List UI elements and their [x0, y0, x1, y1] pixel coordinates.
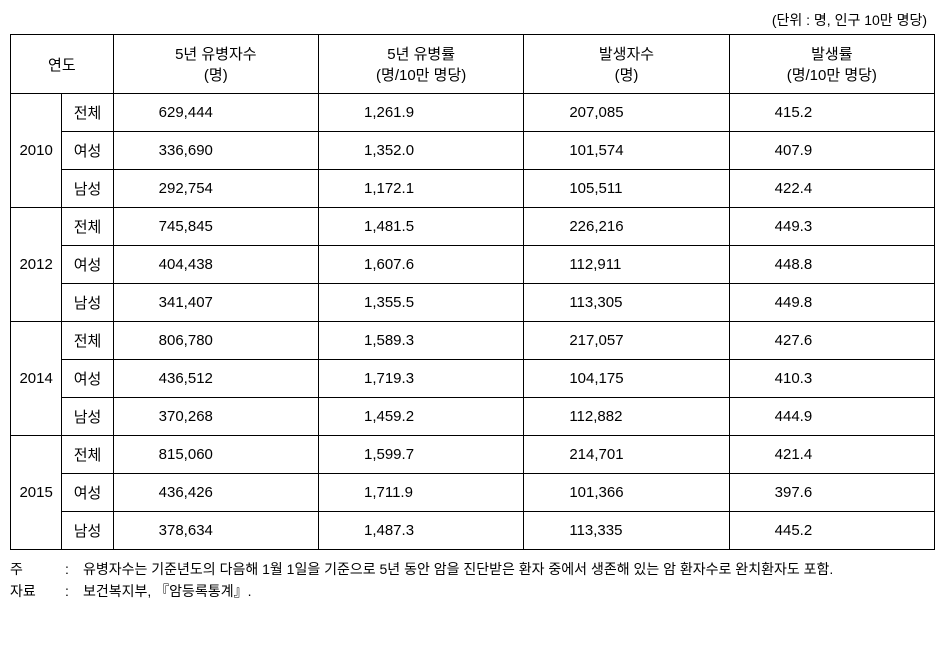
footnote-source-label: 자료 [10, 580, 65, 602]
data-cell: 1,711.9 [318, 474, 523, 512]
data-cell: 214,701 [524, 436, 729, 474]
header-col2: 5년 유병률(명/10만 명당) [318, 35, 523, 94]
data-cell: 415.2 [729, 94, 934, 132]
data-cell: 449.3 [729, 208, 934, 246]
data-cell: 101,366 [524, 474, 729, 512]
data-cell: 101,574 [524, 132, 729, 170]
footnote-source-text: 보건복지부, 『암등록통계』. [83, 580, 935, 602]
data-cell: 449.8 [729, 284, 934, 322]
data-cell: 1,487.3 [318, 512, 523, 550]
data-cell: 815,060 [113, 436, 318, 474]
header-col4: 발생률(명/10만 명당) [729, 35, 934, 94]
category-cell: 전체 [62, 94, 113, 132]
data-cell: 207,085 [524, 94, 729, 132]
data-cell: 1,261.9 [318, 94, 523, 132]
data-cell: 341,407 [113, 284, 318, 322]
category-cell: 전체 [62, 208, 113, 246]
header-year: 연도 [11, 35, 114, 94]
data-cell: 427.6 [729, 322, 934, 360]
table-row: 남성341,4071,355.5113,305449.8 [11, 284, 935, 322]
data-cell: 112,882 [524, 398, 729, 436]
data-cell: 806,780 [113, 322, 318, 360]
table-row: 남성292,7541,172.1105,511422.4 [11, 170, 935, 208]
table-row: 2010전체629,4441,261.9207,085415.2 [11, 94, 935, 132]
footnote-source: 자료 : 보건복지부, 『암등록통계』. [10, 580, 935, 602]
table-row: 남성370,2681,459.2112,882444.9 [11, 398, 935, 436]
table-row: 여성436,4261,711.9101,366397.6 [11, 474, 935, 512]
data-cell: 436,426 [113, 474, 318, 512]
data-cell: 1,172.1 [318, 170, 523, 208]
data-cell: 407.9 [729, 132, 934, 170]
data-cell: 421.4 [729, 436, 934, 474]
data-cell: 292,754 [113, 170, 318, 208]
data-cell: 448.8 [729, 246, 934, 284]
data-table: 연도 5년 유병자수(명) 5년 유병률(명/10만 명당) 발생자수(명) 발… [10, 34, 935, 550]
footnote-colon: : [65, 580, 83, 602]
data-cell: 444.9 [729, 398, 934, 436]
category-cell: 남성 [62, 512, 113, 550]
category-cell: 전체 [62, 436, 113, 474]
table-row: 2015전체815,0601,599.7214,701421.4 [11, 436, 935, 474]
data-cell: 113,335 [524, 512, 729, 550]
footnote-note: 주 : 유병자수는 기준년도의 다음해 1월 1일을 기준으로 5년 동안 암을… [10, 558, 935, 580]
data-cell: 336,690 [113, 132, 318, 170]
category-cell: 남성 [62, 398, 113, 436]
data-cell: 629,444 [113, 94, 318, 132]
data-cell: 1,719.3 [318, 360, 523, 398]
data-cell: 1,599.7 [318, 436, 523, 474]
footnote-colon: : [65, 558, 83, 580]
year-cell: 2015 [11, 436, 62, 550]
data-cell: 1,459.2 [318, 398, 523, 436]
category-cell: 여성 [62, 132, 113, 170]
table-row: 여성404,4381,607.6112,911448.8 [11, 246, 935, 284]
data-cell: 226,216 [524, 208, 729, 246]
data-cell: 112,911 [524, 246, 729, 284]
data-cell: 410.3 [729, 360, 934, 398]
footnote-note-text: 유병자수는 기준년도의 다음해 1월 1일을 기준으로 5년 동안 암을 진단받… [83, 558, 935, 580]
table-row: 여성436,5121,719.3104,175410.3 [11, 360, 935, 398]
data-cell: 1,589.3 [318, 322, 523, 360]
data-cell: 1,481.5 [318, 208, 523, 246]
data-cell: 436,512 [113, 360, 318, 398]
data-cell: 1,355.5 [318, 284, 523, 322]
data-cell: 370,268 [113, 398, 318, 436]
data-cell: 422.4 [729, 170, 934, 208]
year-cell: 2012 [11, 208, 62, 322]
year-cell: 2014 [11, 322, 62, 436]
header-col3: 발생자수(명) [524, 35, 729, 94]
data-cell: 745,845 [113, 208, 318, 246]
data-cell: 104,175 [524, 360, 729, 398]
category-cell: 여성 [62, 360, 113, 398]
table-row: 여성336,6901,352.0101,574407.9 [11, 132, 935, 170]
data-cell: 217,057 [524, 322, 729, 360]
footnotes: 주 : 유병자수는 기준년도의 다음해 1월 1일을 기준으로 5년 동안 암을… [10, 558, 935, 603]
header-col1: 5년 유병자수(명) [113, 35, 318, 94]
data-cell: 113,305 [524, 284, 729, 322]
unit-label: (단위 : 명, 인구 10만 명당) [10, 10, 935, 30]
table-row: 2012전체745,8451,481.5226,216449.3 [11, 208, 935, 246]
header-row: 연도 5년 유병자수(명) 5년 유병률(명/10만 명당) 발생자수(명) 발… [11, 35, 935, 94]
category-cell: 남성 [62, 170, 113, 208]
data-cell: 378,634 [113, 512, 318, 550]
data-cell: 105,511 [524, 170, 729, 208]
data-cell: 445.2 [729, 512, 934, 550]
data-cell: 1,607.6 [318, 246, 523, 284]
footnote-note-label: 주 [10, 558, 65, 580]
table-row: 남성378,6341,487.3113,335445.2 [11, 512, 935, 550]
category-cell: 여성 [62, 474, 113, 512]
category-cell: 전체 [62, 322, 113, 360]
data-cell: 1,352.0 [318, 132, 523, 170]
year-cell: 2010 [11, 94, 62, 208]
category-cell: 여성 [62, 246, 113, 284]
table-row: 2014전체806,7801,589.3217,057427.6 [11, 322, 935, 360]
data-cell: 397.6 [729, 474, 934, 512]
data-cell: 404,438 [113, 246, 318, 284]
category-cell: 남성 [62, 284, 113, 322]
